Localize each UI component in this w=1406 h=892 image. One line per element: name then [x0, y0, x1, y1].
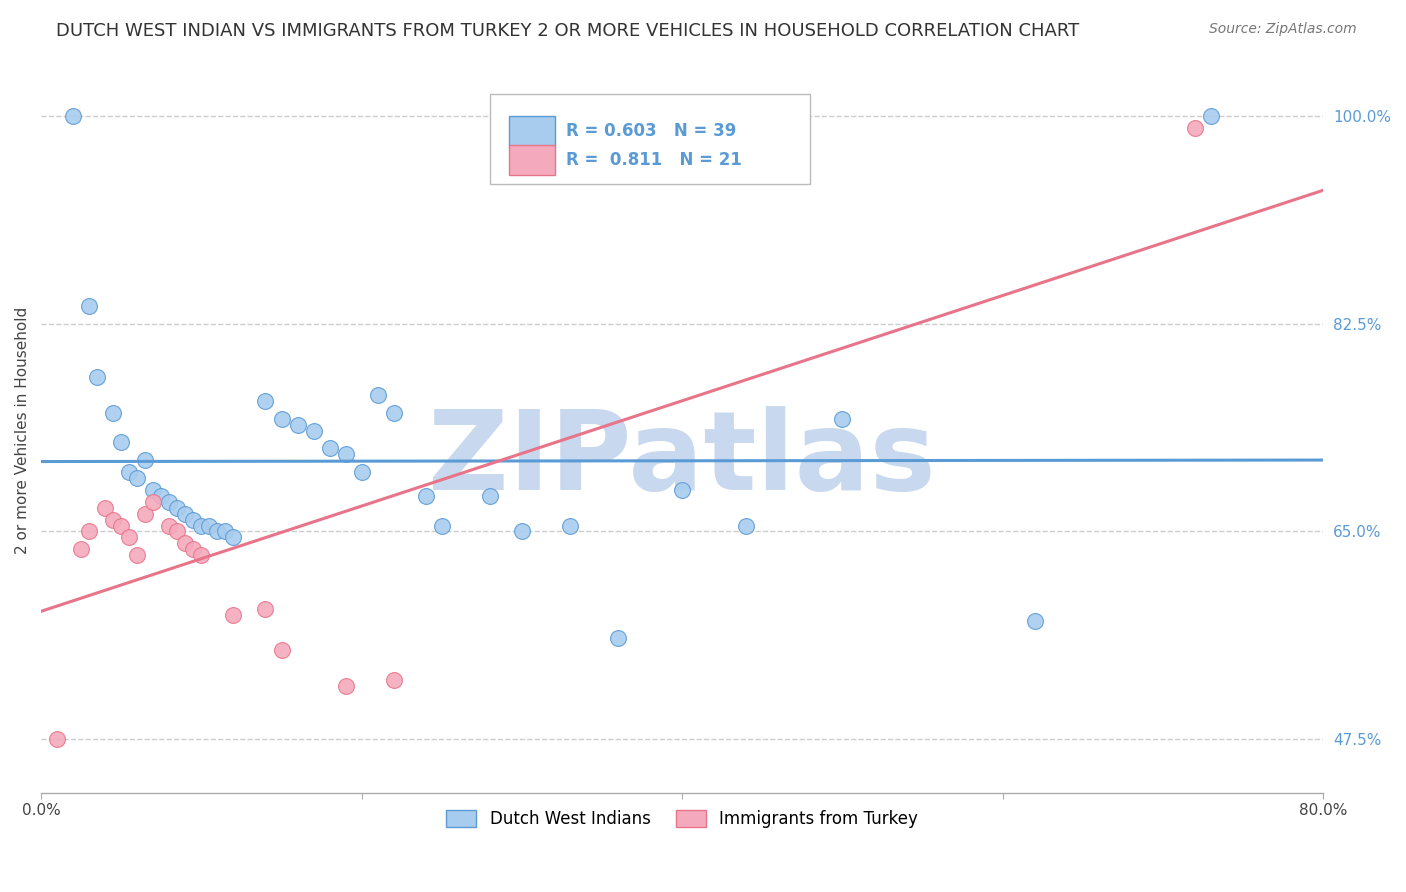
- Point: [207, 524, 229, 539]
- Point: [335, 447, 357, 461]
- Point: [157, 518, 180, 533]
- Point: [382, 406, 405, 420]
- Point: [157, 495, 180, 509]
- Point: [77, 299, 100, 313]
- Point: [430, 518, 453, 533]
- Point: [103, 513, 125, 527]
- Point: [190, 518, 212, 533]
- Legend: Dutch West Indians, Immigrants from Turkey: Dutch West Indians, Immigrants from Turk…: [440, 804, 925, 835]
- Point: [510, 524, 533, 539]
- Point: [302, 424, 325, 438]
- FancyBboxPatch shape: [489, 94, 810, 185]
- Point: [190, 548, 212, 562]
- Point: [222, 607, 245, 622]
- Text: Source: ZipAtlas.com: Source: ZipAtlas.com: [1209, 22, 1357, 37]
- Text: R = 0.603   N = 39: R = 0.603 N = 39: [565, 122, 735, 140]
- Point: [478, 489, 501, 503]
- Point: [222, 530, 245, 544]
- Point: [1184, 120, 1206, 135]
- Point: [1024, 614, 1046, 628]
- Point: [70, 542, 93, 557]
- Y-axis label: 2 or more Vehicles in Household: 2 or more Vehicles in Household: [15, 307, 30, 554]
- Point: [382, 673, 405, 687]
- Point: [94, 500, 117, 515]
- FancyBboxPatch shape: [509, 116, 555, 146]
- Point: [142, 483, 165, 497]
- Point: [103, 406, 125, 420]
- Point: [134, 507, 156, 521]
- Point: [607, 632, 630, 646]
- Point: [1199, 109, 1222, 123]
- Point: [77, 524, 100, 539]
- Point: [118, 465, 141, 479]
- Point: [254, 393, 277, 408]
- Point: [270, 643, 292, 657]
- Point: [134, 453, 156, 467]
- Point: [127, 471, 149, 485]
- Point: [183, 513, 205, 527]
- Point: [287, 417, 309, 432]
- Point: [183, 542, 205, 557]
- Point: [174, 507, 197, 521]
- FancyBboxPatch shape: [509, 145, 555, 175]
- Text: R =  0.811   N = 21: R = 0.811 N = 21: [565, 151, 741, 169]
- Point: [415, 489, 437, 503]
- Point: [166, 500, 188, 515]
- Point: [318, 442, 340, 456]
- Point: [142, 495, 165, 509]
- Point: [62, 109, 84, 123]
- Point: [118, 530, 141, 544]
- Point: [671, 483, 693, 497]
- Point: [150, 489, 173, 503]
- Point: [86, 370, 108, 384]
- Point: [335, 679, 357, 693]
- Point: [735, 518, 758, 533]
- Point: [127, 548, 149, 562]
- Text: ZIPatlas: ZIPatlas: [429, 406, 936, 513]
- Point: [350, 465, 373, 479]
- Point: [367, 388, 389, 402]
- Point: [110, 518, 132, 533]
- Text: DUTCH WEST INDIAN VS IMMIGRANTS FROM TURKEY 2 OR MORE VEHICLES IN HOUSEHOLD CORR: DUTCH WEST INDIAN VS IMMIGRANTS FROM TUR…: [56, 22, 1080, 40]
- Point: [270, 411, 292, 425]
- Point: [198, 518, 221, 533]
- Point: [831, 411, 853, 425]
- Point: [254, 601, 277, 615]
- Point: [110, 435, 132, 450]
- Point: [558, 518, 581, 533]
- Point: [166, 524, 188, 539]
- Point: [214, 524, 236, 539]
- Point: [46, 732, 69, 747]
- Point: [174, 536, 197, 550]
